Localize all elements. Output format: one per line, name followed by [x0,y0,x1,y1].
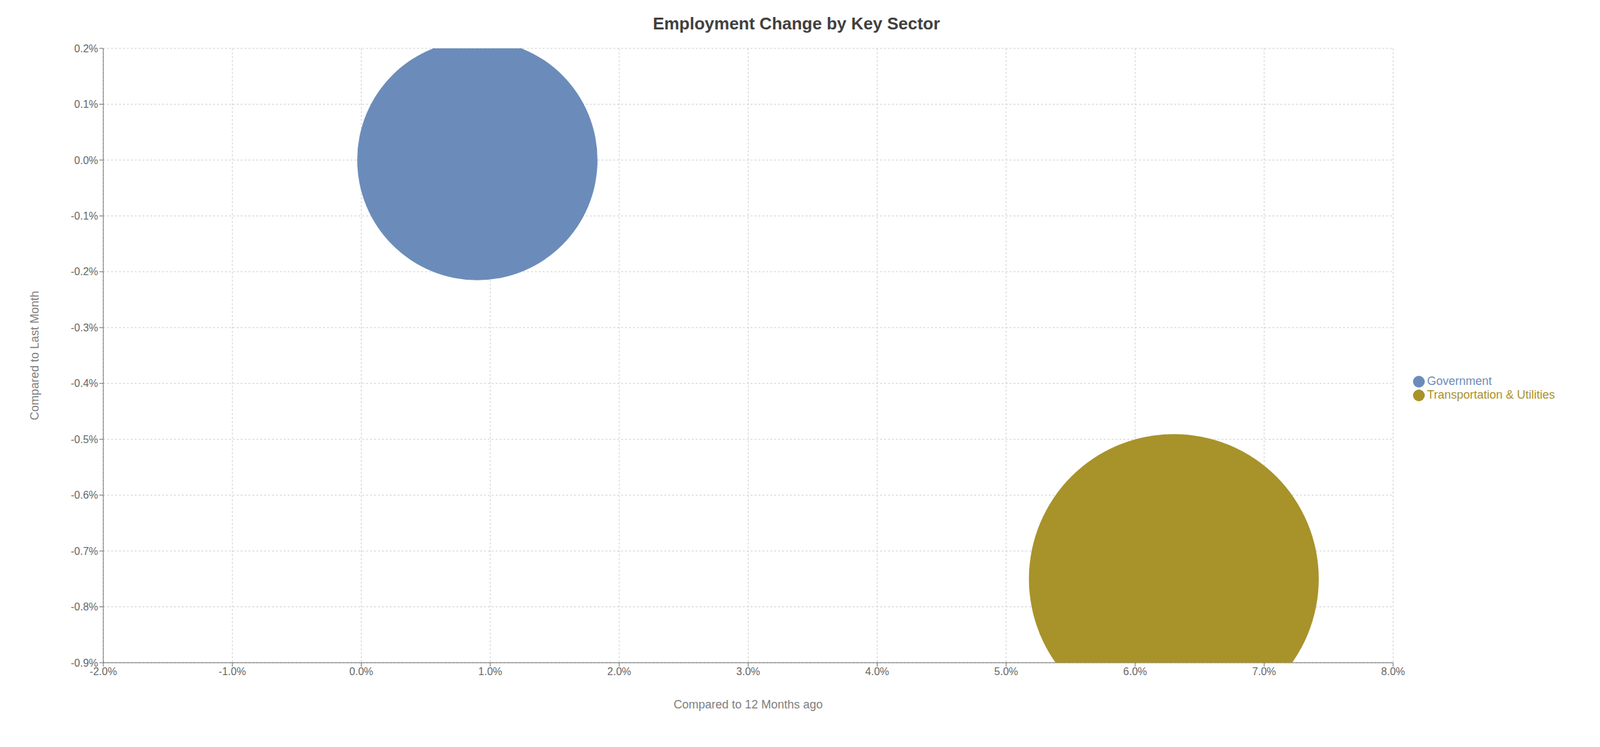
svg-text:6.0%: 6.0% [1123,666,1147,678]
svg-text:-0.9%: -0.9% [70,657,99,669]
svg-text:2.0%: 2.0% [607,666,631,678]
svg-text:3.0%: 3.0% [736,666,760,678]
svg-text:-0.7%: -0.7% [70,545,99,558]
svg-text:-0.5%: -0.5% [70,434,99,446]
svg-text:-0.2%: -0.2% [70,266,99,278]
svg-text:-0.1%: -0.1% [70,210,99,222]
svg-text:4.0%: 4.0% [865,666,889,678]
html-text:Transportation & Utilities: Transportation & Utilities [1427,388,1555,402]
svg-text:-1.0%: -1.0% [218,666,246,678]
svg-text:Compared to 12 Months ago: Compared to 12 Months ago [673,698,823,712]
svg-text:7.0%: 7.0% [1252,666,1276,678]
svg-text:-0.8%: -0.8% [70,601,99,613]
html-text:Government: Government [1427,374,1492,388]
svg-text:5.0%: 5.0% [994,666,1019,678]
svg-text:-0.6%: -0.6% [70,489,99,501]
svg-text:-2.0%: -2.0% [89,666,117,678]
svg-text:-0.4%: -0.4% [70,377,99,390]
svg-text:1.0%: 1.0% [478,666,503,678]
svg-text:0.0%: 0.0% [74,154,99,167]
html-text:Employment Change by Key Secto: Employment Change by Key Sector [652,13,940,34]
svg-text:0.1%: 0.1% [74,98,99,110]
svg-text:Compared to Last Month: Compared to Last Month [28,290,42,421]
svg-text:0.2%: 0.2% [74,43,99,55]
svg-text:-0.3%: -0.3% [70,322,99,334]
svg-text:0.0%: 0.0% [349,666,373,678]
svg-text:8.0%: 8.0% [1380,666,1405,678]
